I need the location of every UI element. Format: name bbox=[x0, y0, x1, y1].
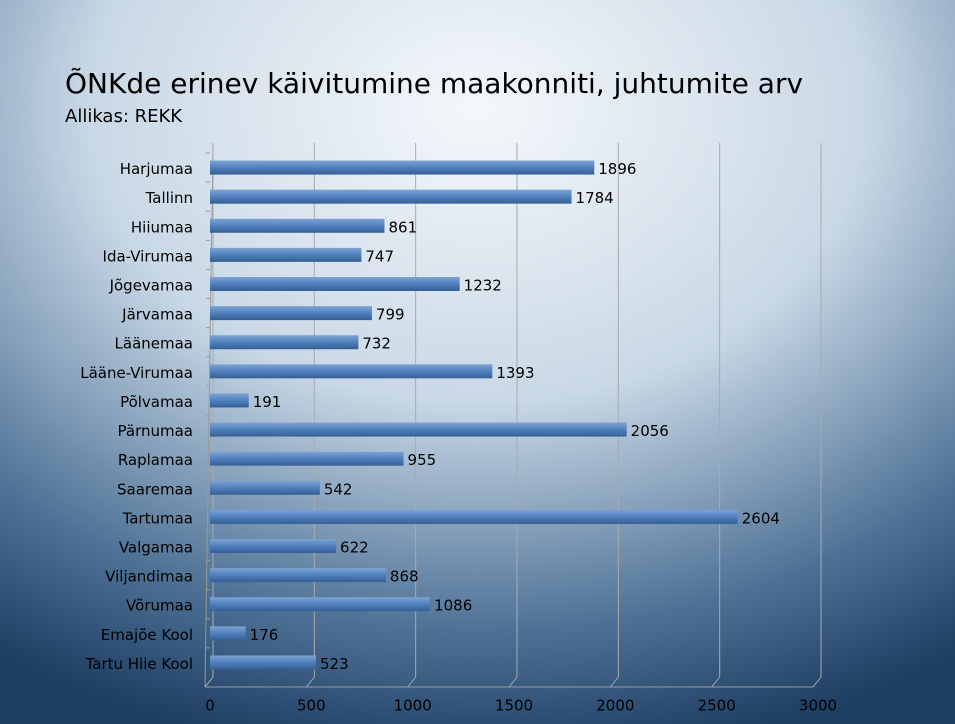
y-tick-label: Lääne-Virumaa bbox=[80, 364, 193, 382]
page: ÕNKde erinev käivitumine maakonniti, juh… bbox=[0, 0, 955, 724]
value-label: 2604 bbox=[742, 509, 780, 527]
y-tick-label: Viljandimaa bbox=[105, 568, 193, 586]
bar bbox=[210, 452, 404, 466]
value-label: 1086 bbox=[434, 597, 472, 615]
bar bbox=[210, 655, 316, 669]
y-tick-label: Raplamaa bbox=[118, 451, 193, 469]
y-tick-label: Pärnumaa bbox=[118, 422, 193, 440]
value-label: 176 bbox=[250, 626, 279, 644]
value-label: 1784 bbox=[576, 189, 614, 207]
y-tick-label: Põlvamaa bbox=[120, 393, 193, 411]
chart-title: ÕNKde erinev käivitumine maakonniti, juh… bbox=[65, 66, 803, 100]
value-label: 2056 bbox=[631, 422, 669, 440]
bar bbox=[210, 481, 320, 495]
value-label: 191 bbox=[253, 393, 282, 411]
y-tick-label: Tartu Hiie Kool bbox=[85, 655, 193, 673]
y-tick-label: Harjumaa bbox=[120, 160, 193, 178]
value-label: 799 bbox=[376, 306, 405, 324]
y-tick-label: Jõgevamaa bbox=[109, 277, 193, 295]
y-tick-label: Ida-Virumaa bbox=[103, 247, 193, 265]
chart: ÕNKde erinev käivitumine maakonniti, juh… bbox=[0, 0, 955, 724]
value-label: 955 bbox=[408, 451, 437, 469]
value-label: 868 bbox=[390, 568, 419, 586]
bar bbox=[210, 539, 336, 553]
bar bbox=[210, 626, 246, 640]
x-tick-label: 2000 bbox=[596, 697, 634, 715]
bar bbox=[210, 219, 384, 233]
bar bbox=[210, 248, 361, 262]
x-tick-label: 2500 bbox=[698, 697, 736, 715]
y-tick-label: Tartumaa bbox=[122, 509, 193, 527]
value-label: 747 bbox=[365, 247, 394, 265]
value-label: 1393 bbox=[496, 364, 534, 382]
bar bbox=[210, 423, 627, 437]
bar bbox=[210, 161, 594, 175]
x-tick-label: 1500 bbox=[495, 697, 533, 715]
value-label: 622 bbox=[340, 539, 369, 557]
bar bbox=[210, 364, 492, 378]
y-tick-label: Saaremaa bbox=[117, 480, 193, 498]
x-tick-label: 0 bbox=[205, 697, 215, 715]
y-tick-label: Emajõe Kool bbox=[101, 626, 193, 644]
value-label: 1232 bbox=[464, 277, 502, 295]
bar bbox=[210, 335, 358, 349]
bar bbox=[210, 568, 386, 582]
chart-subtitle: Allikas: REKK bbox=[65, 106, 183, 127]
value-label: 861 bbox=[388, 218, 417, 236]
bar bbox=[210, 277, 460, 291]
y-tick-label: Läänemaa bbox=[115, 335, 193, 353]
y-tick-label: Järvamaa bbox=[121, 306, 193, 324]
y-tick-label: Võrumaa bbox=[126, 597, 193, 615]
x-tick-label: 1000 bbox=[394, 697, 432, 715]
x-tick-label: 500 bbox=[297, 697, 326, 715]
value-label: 542 bbox=[324, 480, 353, 498]
bar bbox=[210, 306, 372, 320]
y-tick-label: Valgamaa bbox=[119, 539, 193, 557]
x-tick-label: 3000 bbox=[799, 697, 837, 715]
bar bbox=[210, 393, 249, 407]
y-tick-label: Hiiumaa bbox=[131, 218, 193, 236]
y-tick-label: Tallinn bbox=[145, 189, 193, 207]
value-label: 1896 bbox=[598, 160, 636, 178]
bar bbox=[210, 190, 572, 204]
value-label: 523 bbox=[320, 655, 349, 673]
bar bbox=[210, 597, 430, 611]
value-label: 732 bbox=[362, 335, 391, 353]
bar bbox=[210, 510, 738, 524]
